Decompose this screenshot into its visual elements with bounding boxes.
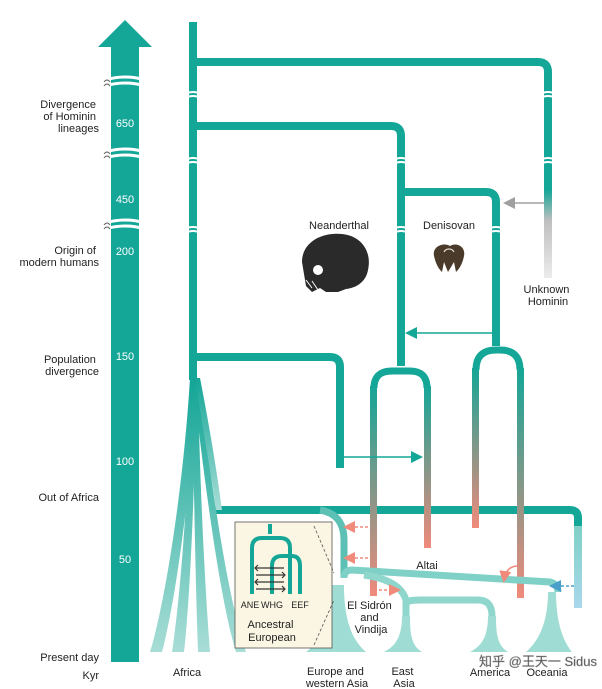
tree-break-marks bbox=[184, 91, 557, 234]
axis-arrow-icon bbox=[98, 20, 152, 662]
inset-title: Ancestral European bbox=[248, 619, 297, 644]
neanderthal-denisovan-branch bbox=[193, 122, 405, 366]
neanderthal-skull-icon bbox=[302, 233, 369, 292]
event-present-day: Present day bbox=[40, 652, 99, 664]
inset-label-whg: WHG bbox=[261, 600, 283, 610]
tick-650: 650 bbox=[116, 118, 134, 130]
ancestral-european-inset: ANE WHG EEF Ancestral European bbox=[234, 521, 335, 649]
label-el-sidron: El Sidrón and Vindija bbox=[347, 600, 395, 636]
axis-event-labels: Divergence of Hominin lineages Origin of… bbox=[20, 99, 100, 682]
arrow-denisovan-to-oceania bbox=[499, 565, 519, 583]
label-denisovan: Denisovan bbox=[423, 220, 475, 232]
fan-america bbox=[470, 616, 508, 652]
axis-break-marks bbox=[104, 75, 146, 231]
el-sidron-lineage bbox=[370, 386, 377, 596]
label-unknown-hominin: Unknown Hominin bbox=[524, 284, 573, 308]
event-population-divergence: Population divergence bbox=[44, 354, 99, 378]
out-of-africa-tree bbox=[216, 506, 562, 650]
label-europe: Europe and western Asia bbox=[305, 666, 369, 689]
event-divergence: Divergence of Hominin lineages bbox=[40, 99, 99, 135]
denisovan-lineage-a bbox=[472, 368, 479, 528]
tick-50: 50 bbox=[119, 554, 131, 566]
event-out-of-africa: Out of Africa bbox=[38, 492, 99, 504]
inset-label-ane: ANE bbox=[241, 600, 260, 610]
tick-200: 200 bbox=[116, 246, 134, 258]
label-neanderthal: Neanderthal bbox=[309, 220, 369, 232]
denisovan-tooth-icon bbox=[433, 244, 465, 272]
denisovan-subtree bbox=[472, 346, 524, 598]
group-labels: Neanderthal Denisovan Unknown Hominin Al… bbox=[309, 220, 573, 636]
label-africa: Africa bbox=[173, 667, 202, 679]
label-altai: Altai bbox=[416, 560, 437, 572]
population-labels: Africa Europe and western Asia East Asia… bbox=[173, 666, 568, 689]
axis-unit: Kyr bbox=[83, 670, 100, 682]
tick-100: 100 bbox=[116, 456, 134, 468]
label-america: America bbox=[470, 667, 511, 679]
denisovan-lineage-b bbox=[517, 368, 524, 598]
tick-450: 450 bbox=[116, 194, 134, 206]
fan-east-asia bbox=[384, 616, 422, 652]
event-origin-modern-humans: Origin of modern humans bbox=[20, 245, 100, 269]
tick-150: 150 bbox=[116, 351, 134, 363]
neanderthal-subtree bbox=[370, 367, 431, 596]
out-of-africa-branch bbox=[214, 506, 582, 530]
denisovan-branch bbox=[401, 188, 500, 346]
terminal-fans bbox=[306, 585, 572, 652]
phylogeny-tree bbox=[189, 22, 582, 530]
altai-lineage bbox=[424, 386, 431, 548]
label-east-asia: East Asia bbox=[391, 666, 416, 689]
label-oceania: Oceania bbox=[527, 667, 569, 679]
oceania-late-lineage bbox=[574, 526, 582, 608]
watermark: 知乎 @王天一 Sidus bbox=[479, 654, 597, 669]
inset-label-eef: EEF bbox=[291, 600, 309, 610]
gene-flow-arrows bbox=[343, 197, 574, 596]
africa-fan bbox=[150, 378, 246, 652]
time-axis: 650 450 200 150 100 50 Divergence of Hom… bbox=[20, 20, 152, 682]
fan-oceania bbox=[526, 592, 572, 652]
unknown-hominin-branch bbox=[193, 58, 552, 192]
unknown-hominin-lineage bbox=[544, 190, 552, 278]
population-divergence-branch bbox=[193, 353, 344, 468]
axis-event-breaks bbox=[103, 79, 111, 230]
